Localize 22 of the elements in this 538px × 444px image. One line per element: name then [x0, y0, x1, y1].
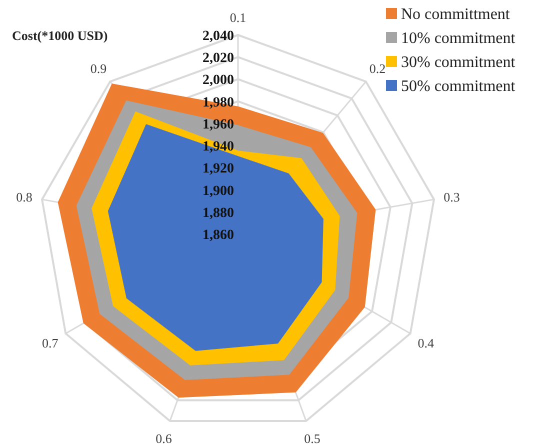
spoke-label: 0.1	[230, 10, 246, 25]
legend-label: 50% commitment	[401, 78, 516, 95]
y-tick-label: 1,880	[202, 206, 234, 221]
y-tick-label: 1,860	[202, 228, 234, 243]
y-tick-label: 1,920	[202, 162, 234, 177]
y-tick-label: 2,040	[202, 29, 234, 44]
text: Cost(*1000 USD)	[12, 28, 108, 43]
spoke-label: 0.3	[444, 189, 460, 204]
spoke-label: 0.5	[304, 430, 320, 444]
y-tick-label: 1,900	[202, 184, 234, 199]
y-tick-label: 2,000	[202, 73, 234, 88]
spoke-label: 0.8	[16, 189, 32, 204]
spoke-label: 0.7	[42, 336, 59, 350]
spoke-label: 0.6	[156, 430, 172, 444]
legend-label: 10% commitment	[401, 30, 516, 47]
spoke-label: 0.9	[90, 60, 107, 76]
legend-label: No committment	[401, 6, 510, 23]
spoke-label: 0.4	[418, 336, 435, 350]
spoke-label: 0.2	[369, 60, 386, 76]
y-tick-label: 1,960	[202, 117, 234, 132]
legend-label: 30% commitment	[401, 54, 516, 71]
y-tick-label: 2,020	[202, 51, 234, 66]
